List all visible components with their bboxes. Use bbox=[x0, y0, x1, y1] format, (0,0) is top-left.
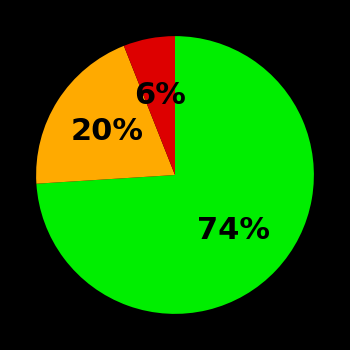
Wedge shape bbox=[36, 46, 175, 184]
Text: 6%: 6% bbox=[134, 81, 186, 110]
Wedge shape bbox=[36, 36, 314, 314]
Text: 74%: 74% bbox=[197, 216, 270, 245]
Text: 20%: 20% bbox=[70, 117, 144, 146]
Wedge shape bbox=[124, 36, 175, 175]
